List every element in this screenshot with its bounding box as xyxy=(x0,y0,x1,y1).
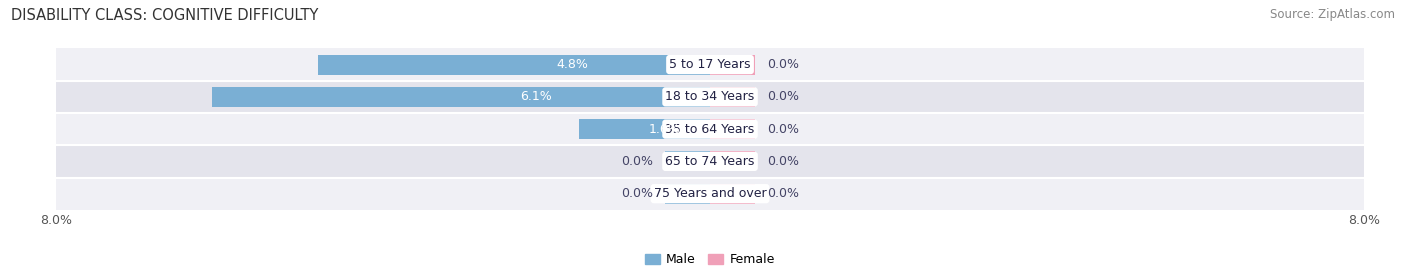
Text: DISABILITY CLASS: COGNITIVE DIFFICULTY: DISABILITY CLASS: COGNITIVE DIFFICULTY xyxy=(11,8,319,23)
Bar xyxy=(211,87,710,107)
Text: 0.0%: 0.0% xyxy=(768,58,799,71)
Text: 0.0%: 0.0% xyxy=(768,187,799,200)
Bar xyxy=(579,119,710,139)
Bar xyxy=(56,48,1364,81)
Bar xyxy=(56,81,1364,113)
Bar xyxy=(56,113,1364,145)
Text: 4.8%: 4.8% xyxy=(557,58,589,71)
Text: 0.0%: 0.0% xyxy=(768,155,799,168)
Bar xyxy=(710,151,755,171)
Bar xyxy=(56,178,1364,210)
Text: 0.0%: 0.0% xyxy=(621,187,652,200)
Text: 65 to 74 Years: 65 to 74 Years xyxy=(665,155,755,168)
Text: 35 to 64 Years: 35 to 64 Years xyxy=(665,123,755,136)
Bar xyxy=(318,55,710,75)
Bar xyxy=(665,151,710,171)
Bar xyxy=(710,87,755,107)
Bar xyxy=(56,145,1364,178)
Text: 1.6%: 1.6% xyxy=(648,123,681,136)
Text: Source: ZipAtlas.com: Source: ZipAtlas.com xyxy=(1270,8,1395,21)
Bar xyxy=(710,119,755,139)
Bar xyxy=(665,184,710,204)
Legend: Male, Female: Male, Female xyxy=(640,248,780,269)
Text: 6.1%: 6.1% xyxy=(520,90,551,103)
Text: 5 to 17 Years: 5 to 17 Years xyxy=(669,58,751,71)
Text: 18 to 34 Years: 18 to 34 Years xyxy=(665,90,755,103)
Text: 0.0%: 0.0% xyxy=(621,155,652,168)
Bar xyxy=(710,184,755,204)
Text: 0.0%: 0.0% xyxy=(768,90,799,103)
Text: 0.0%: 0.0% xyxy=(768,123,799,136)
Bar xyxy=(710,55,755,75)
Text: 75 Years and over: 75 Years and over xyxy=(654,187,766,200)
